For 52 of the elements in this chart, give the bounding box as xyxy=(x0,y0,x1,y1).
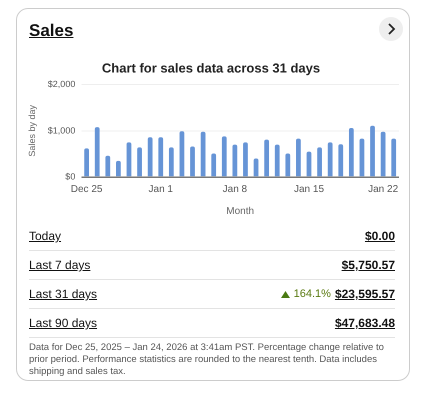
x-tick-label: Dec 25 xyxy=(70,184,103,195)
text: 164.1% xyxy=(294,288,331,300)
bar xyxy=(254,158,258,176)
bar xyxy=(190,146,195,176)
text: $23,595.57 xyxy=(334,287,395,301)
bar xyxy=(285,153,290,176)
bar xyxy=(137,147,142,176)
y-tick-label: $1,000 xyxy=(48,125,76,136)
bar xyxy=(200,132,206,176)
x-tick-label: Jan 8 xyxy=(222,184,248,195)
bar xyxy=(391,138,396,176)
bar xyxy=(317,147,322,176)
bar xyxy=(370,126,375,176)
text: $5,750.57 xyxy=(342,258,395,272)
bar xyxy=(168,147,174,176)
y-axis-title: Sales by day xyxy=(26,104,37,157)
bar xyxy=(84,148,90,176)
bar xyxy=(148,137,153,176)
bar xyxy=(338,144,344,176)
text: $0.00 xyxy=(364,229,395,243)
bar xyxy=(296,138,301,176)
bar xyxy=(126,142,132,176)
bar xyxy=(306,152,312,176)
bar xyxy=(264,140,270,176)
bar xyxy=(243,142,248,176)
y-tick-label: $2,000 xyxy=(48,79,76,90)
bar xyxy=(222,136,227,176)
x-tick-label: Jan 1 xyxy=(148,184,174,195)
text: Data for Dec 25, 2025 – Jan 24, 2026 at 3:41am PST. Percentage change relative to prior period. Performance statistics are rounded to the nearest tenth. Data includes shipping and sales tax. xyxy=(29,342,385,378)
text: Last 31 days xyxy=(29,287,98,301)
text: Today xyxy=(29,229,62,243)
text: $47,683.48 xyxy=(334,316,395,330)
x-tick-label: Jan 22 xyxy=(368,184,399,195)
bar xyxy=(232,144,238,176)
text: Sales xyxy=(29,21,74,41)
text: Last 90 days xyxy=(29,316,98,330)
bar xyxy=(328,142,333,176)
bar xyxy=(116,160,121,176)
bar xyxy=(158,137,164,176)
chart-title: Chart for sales data across 31 days xyxy=(102,60,320,76)
bar xyxy=(180,131,184,176)
x-tick-label: Jan 15 xyxy=(294,184,324,195)
bar xyxy=(348,128,354,176)
x-axis-title: Month xyxy=(226,206,254,217)
bar xyxy=(274,144,280,176)
y-tick-label: $0 xyxy=(65,171,76,182)
bar xyxy=(105,156,110,176)
bar xyxy=(360,138,364,176)
bar xyxy=(94,127,100,176)
bar xyxy=(380,132,386,176)
bar xyxy=(211,153,216,176)
text: Last 7 days xyxy=(29,258,90,272)
